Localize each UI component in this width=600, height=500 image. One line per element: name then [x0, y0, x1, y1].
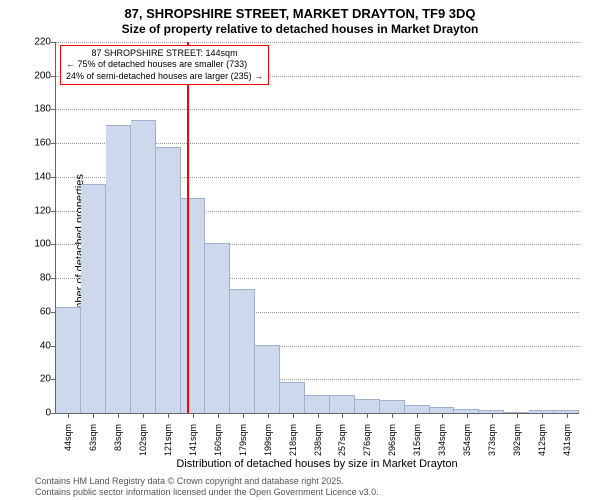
annotation-line-3: 24% of semi-detached houses are larger (…	[66, 71, 263, 82]
x-tick-mark	[392, 413, 393, 418]
y-tick-mark	[51, 76, 56, 77]
gridline	[56, 42, 579, 43]
histogram-bar	[255, 345, 280, 413]
x-tick-mark	[417, 413, 418, 418]
y-tick-label: 160	[21, 138, 51, 149]
y-tick-label: 0	[21, 408, 51, 419]
y-tick-mark	[51, 413, 56, 414]
y-tick-mark	[51, 211, 56, 212]
x-tick-mark	[193, 413, 194, 418]
property-marker-line	[187, 42, 189, 413]
histogram-bar	[181, 198, 206, 413]
histogram-chart: 87, SHROPSHIRE STREET, MARKET DRAYTON, T…	[0, 0, 600, 500]
annotation-box: 87 SHROPSHIRE STREET: 144sqm← 75% of det…	[60, 45, 269, 85]
histogram-bar	[131, 120, 156, 413]
y-tick-label: 100	[21, 239, 51, 250]
x-tick-mark	[542, 413, 543, 418]
chart-title-main: 87, SHROPSHIRE STREET, MARKET DRAYTON, T…	[0, 6, 600, 21]
plot-area: 02040608010012014016018020022044sqm63sqm…	[55, 42, 579, 414]
histogram-bar	[56, 307, 81, 413]
x-tick-mark	[342, 413, 343, 418]
y-tick-mark	[51, 244, 56, 245]
annotation-line-1: 87 SHROPSHIRE STREET: 144sqm	[66, 48, 263, 59]
y-tick-label: 180	[21, 104, 51, 115]
x-tick-mark	[168, 413, 169, 418]
y-tick-label: 60	[21, 306, 51, 317]
histogram-bar	[305, 395, 330, 413]
x-tick-mark	[293, 413, 294, 418]
y-tick-mark	[51, 143, 56, 144]
histogram-bar	[205, 243, 230, 413]
y-tick-mark	[51, 109, 56, 110]
histogram-bar	[81, 184, 106, 413]
histogram-bar	[280, 382, 305, 413]
y-tick-label: 120	[21, 205, 51, 216]
histogram-bar	[330, 395, 355, 413]
x-tick-mark	[143, 413, 144, 418]
histogram-bar	[355, 399, 380, 413]
y-tick-label: 140	[21, 171, 51, 182]
y-tick-label: 20	[21, 374, 51, 385]
histogram-bar	[405, 405, 430, 413]
y-tick-label: 220	[21, 37, 51, 48]
gridline	[56, 109, 579, 110]
chart-title-sub: Size of property relative to detached ho…	[0, 22, 600, 36]
histogram-bar	[230, 289, 255, 413]
y-tick-label: 200	[21, 70, 51, 81]
histogram-bar	[156, 147, 181, 413]
x-tick-mark	[93, 413, 94, 418]
histogram-bar	[106, 125, 131, 413]
x-tick-mark	[318, 413, 319, 418]
y-tick-mark	[51, 177, 56, 178]
annotation-line-2: ← 75% of detached houses are smaller (73…	[66, 59, 263, 70]
x-tick-mark	[567, 413, 568, 418]
x-tick-mark	[218, 413, 219, 418]
x-tick-mark	[467, 413, 468, 418]
y-tick-mark	[51, 42, 56, 43]
footer-copyright-2: Contains public sector information licen…	[35, 487, 379, 497]
x-tick-mark	[118, 413, 119, 418]
x-tick-mark	[367, 413, 368, 418]
x-tick-mark	[442, 413, 443, 418]
y-tick-label: 80	[21, 273, 51, 284]
histogram-bar	[380, 400, 405, 413]
x-tick-mark	[492, 413, 493, 418]
x-tick-mark	[268, 413, 269, 418]
y-tick-label: 40	[21, 340, 51, 351]
y-tick-mark	[51, 278, 56, 279]
x-axis-label: Distribution of detached houses by size …	[55, 458, 579, 470]
footer-copyright-1: Contains HM Land Registry data © Crown c…	[35, 476, 344, 486]
x-tick-mark	[517, 413, 518, 418]
x-tick-mark	[243, 413, 244, 418]
x-tick-mark	[68, 413, 69, 418]
